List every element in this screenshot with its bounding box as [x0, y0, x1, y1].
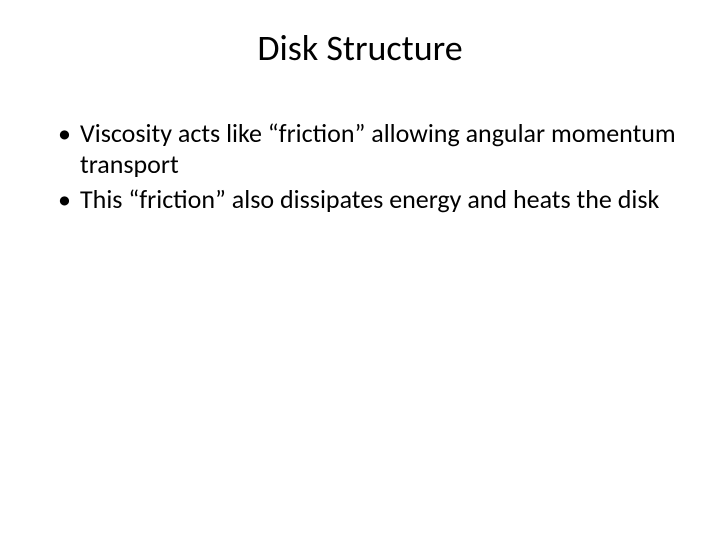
- bullet-list: Viscosity acts like “friction” allowing …: [40, 118, 680, 216]
- slide: Disk Structure Viscosity acts like “fric…: [0, 0, 720, 540]
- bullet-item: This “friction” also dissipates energy a…: [58, 184, 680, 215]
- bullet-item: Viscosity acts like “friction” allowing …: [58, 118, 680, 180]
- slide-title: Disk Structure: [40, 26, 680, 70]
